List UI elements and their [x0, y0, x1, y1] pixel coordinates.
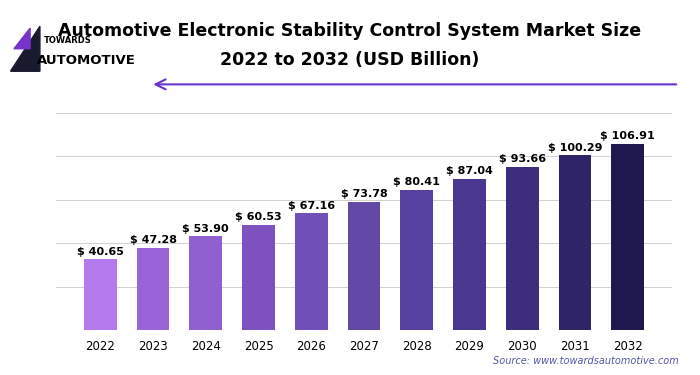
Text: TOWARDS: TOWARDS	[44, 36, 92, 45]
Bar	[400, 190, 433, 330]
Bar	[190, 236, 222, 330]
Text: $ 47.28: $ 47.28	[130, 235, 176, 245]
Bar	[242, 225, 275, 330]
Text: $ 40.65: $ 40.65	[77, 247, 124, 256]
Text: Source: www.towardsautomotive.com: Source: www.towardsautomotive.com	[494, 356, 679, 366]
Bar	[559, 156, 592, 330]
Bar	[84, 259, 117, 330]
Text: 2022 to 2032 (USD Billion): 2022 to 2032 (USD Billion)	[220, 51, 480, 69]
Text: $ 106.91: $ 106.91	[601, 131, 655, 141]
Bar	[611, 144, 644, 330]
Text: $ 60.53: $ 60.53	[235, 212, 282, 222]
Text: Automotive Electronic Stability Control System Market Size: Automotive Electronic Stability Control …	[58, 22, 642, 40]
Text: $ 93.66: $ 93.66	[498, 154, 546, 164]
Text: $ 80.41: $ 80.41	[393, 177, 440, 188]
Text: $ 67.16: $ 67.16	[288, 201, 335, 210]
Bar	[136, 248, 169, 330]
Text: $ 53.90: $ 53.90	[183, 224, 229, 234]
Text: $ 73.78: $ 73.78	[341, 189, 387, 199]
Text: $ 87.04: $ 87.04	[446, 166, 493, 176]
Text: $ 100.29: $ 100.29	[547, 143, 602, 153]
Bar	[506, 167, 538, 330]
Text: AUTOMOTIVE: AUTOMOTIVE	[37, 54, 136, 68]
Bar	[348, 202, 380, 330]
Bar	[453, 178, 486, 330]
Bar	[295, 213, 328, 330]
